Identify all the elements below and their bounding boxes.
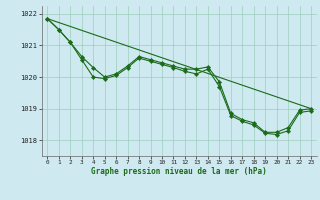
X-axis label: Graphe pression niveau de la mer (hPa): Graphe pression niveau de la mer (hPa) bbox=[91, 167, 267, 176]
